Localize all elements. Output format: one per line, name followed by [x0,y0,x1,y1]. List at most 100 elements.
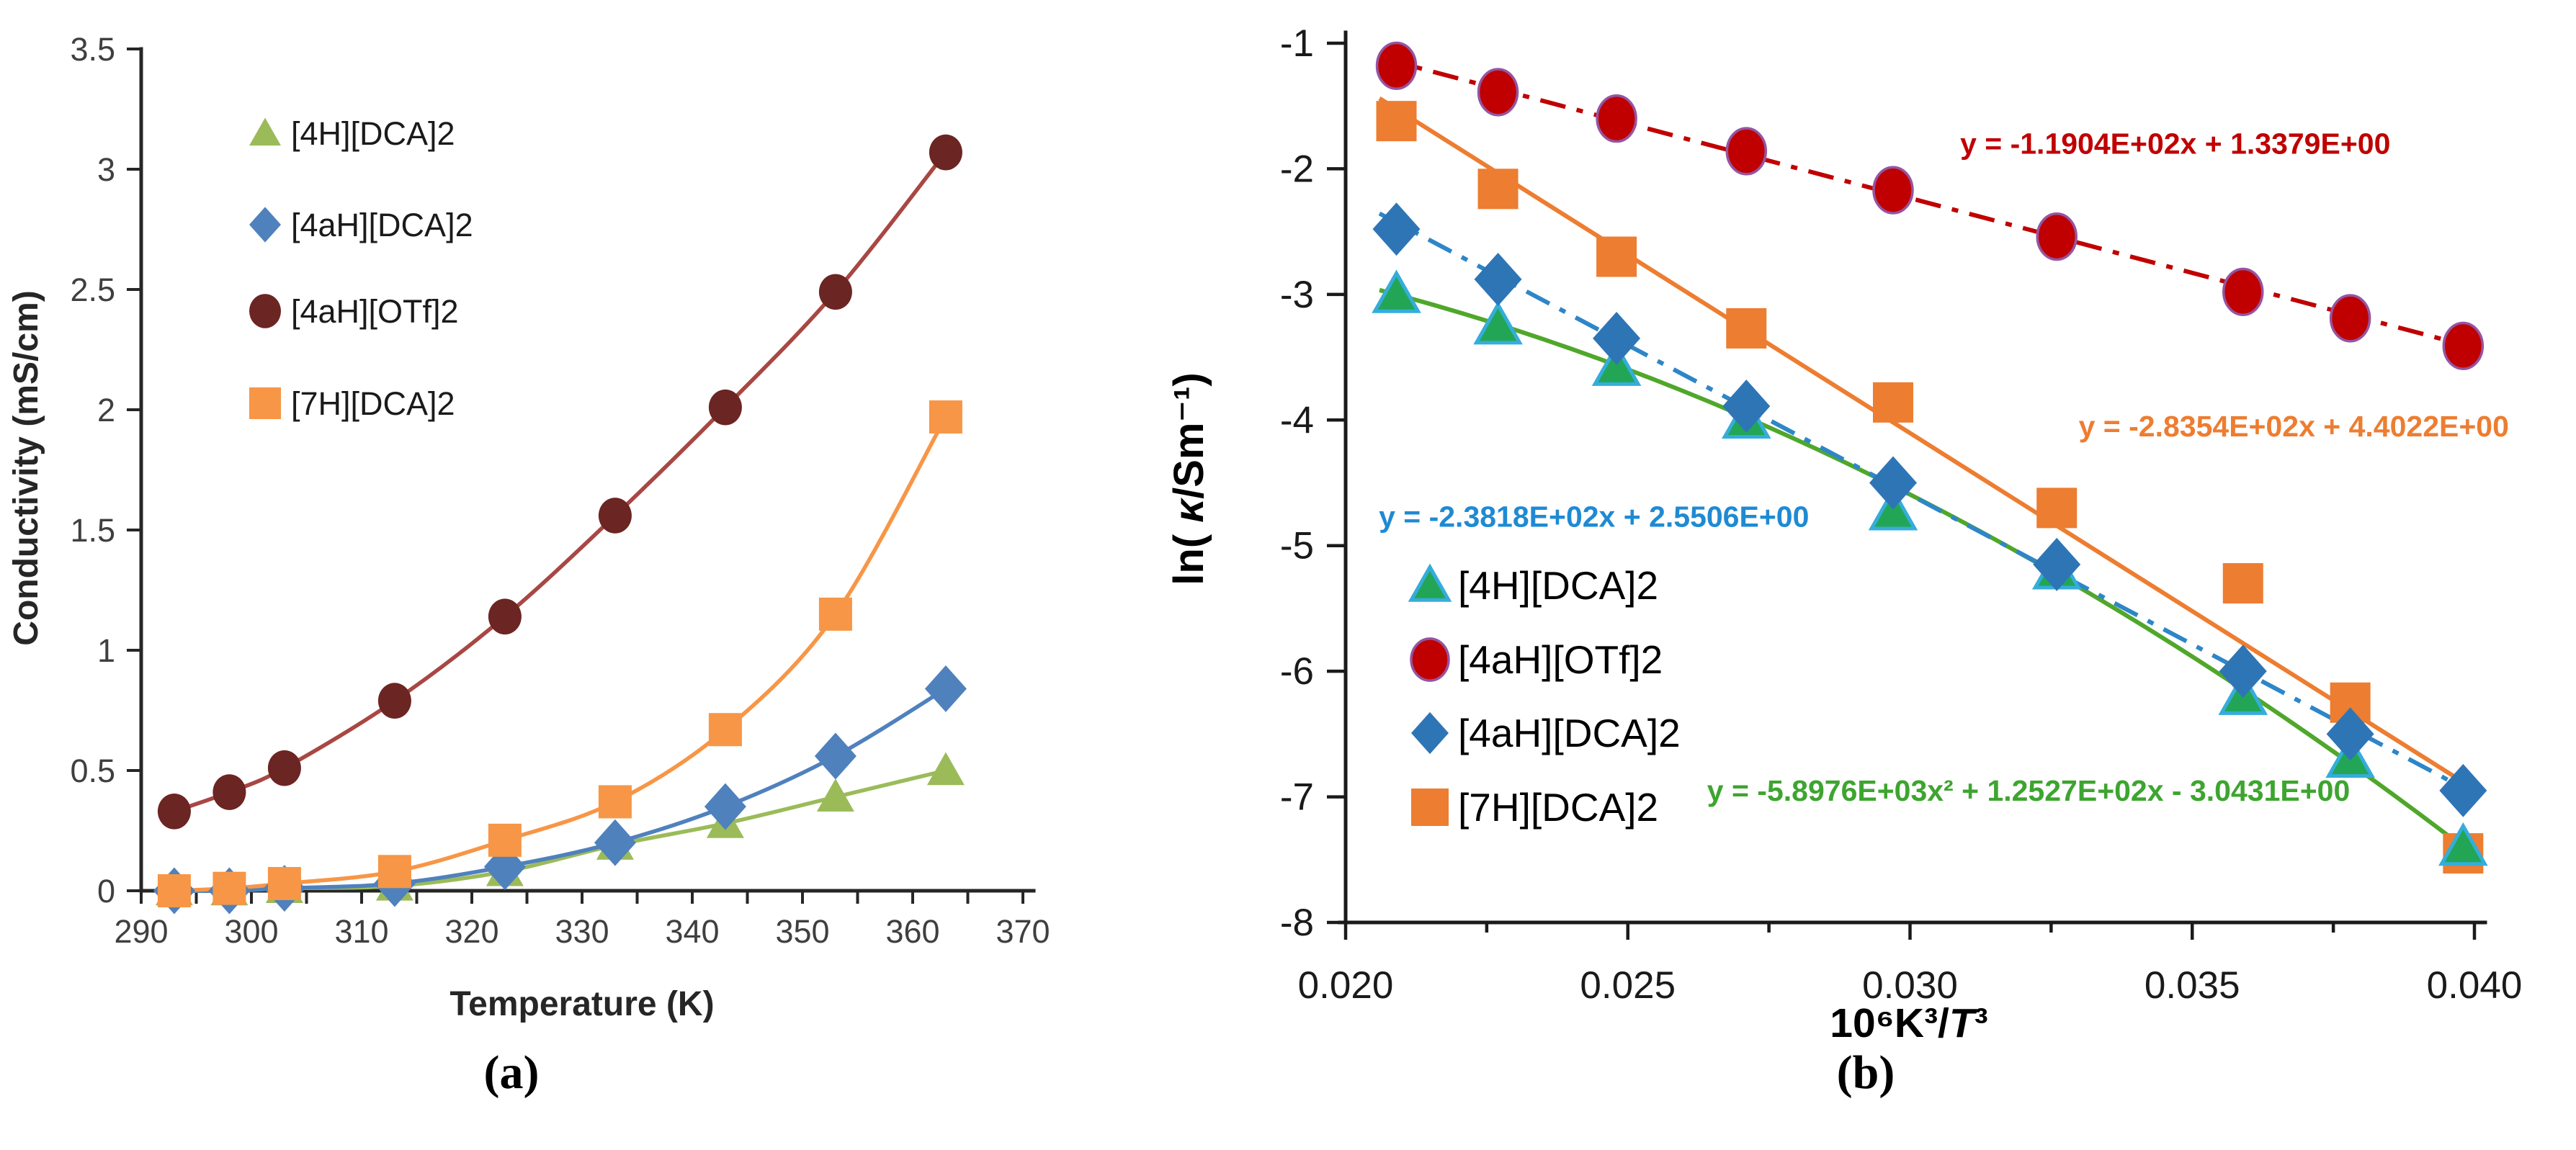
data-point [213,774,246,810]
y-tick-label: -2 [1280,148,1314,190]
tick-marks [1327,41,2477,940]
data-point [1372,202,1421,256]
legend-marker-square [1411,789,1449,826]
trend-equation-label: y = -2.3818E+02x + 2.5506E+00 [1379,500,1809,534]
tick-labels: 290 300 310 320 330 340 350 360 370 0 0.5 1 1.5 2 2.5 3… [70,31,1050,950]
chart-a-conductivity-vs-temperature: 290 300 310 320 330 340 350 360 370 0 0.5 1 1.5 2 2.5 3… [7,31,1050,1023]
legend-marker-diamond [249,207,281,243]
y-axis-label: ln( κ/Sm⁻¹) [1166,372,1212,585]
data-point [1726,307,1767,349]
legend-item-[4aH][OTf]2: [4aH][OTf]2 [1410,637,1663,682]
data-point [1869,456,1917,510]
equation-[4aH][OTf]2: y = -1.1904E+02x + 1.3379E+00 [1960,127,2390,161]
data-point [1868,487,1918,531]
data-point [1473,301,1523,345]
y-tick-label: -6 [1280,650,1314,693]
data-point [213,871,246,905]
data-point [2036,212,2078,261]
data-point [814,732,857,780]
x-tick-label: 310 [334,913,388,950]
y-tick-label: 2 [97,392,115,428]
data-point [1593,311,1641,365]
y-axis-title: Conductivity (mS/cm) [7,290,45,645]
data-point [157,793,191,830]
legend-label: [4aH][OTf]2 [291,293,459,330]
y-axis-title: ln( κ/Sm⁻¹) [1166,372,1212,585]
legend-item-[4H][DCA]2: [4H][DCA]2 [249,115,455,152]
x-tick-label: 360 [885,913,939,950]
data-point [377,683,411,719]
data-point [1372,269,1421,313]
tick-marks [127,48,1024,904]
legend-item-[4aH][DCA]2: [4aH][DCA]2 [249,207,473,243]
y-tick-label: -5 [1280,525,1314,567]
y-tick-label: 1 [97,632,115,669]
data-point [1725,127,1768,176]
y-tick-label: -7 [1280,776,1314,819]
trendline-[7H][DCA]2 [1378,96,2476,791]
data-point [598,498,632,534]
legend-label: [7H][DCA]2 [291,385,455,422]
data-point [2326,707,2374,761]
legend-label: [7H][DCA]2 [1458,785,1658,830]
data-point [818,597,852,631]
x-tick-label: 300 [224,913,278,950]
legend: [4H][DCA]2 [4aH][OTf]2 [4aH][DCA]2 [7H][DCA… [1408,563,1681,830]
equation-[7H][DCA]2: y = -2.8354E+02x + 4.4022E+00 [2079,410,2509,443]
y-tick-label: 0 [97,873,115,909]
series-line-[4aH][OTf]2 [173,151,948,814]
x-tick-label: 0.025 [1580,964,1676,1007]
series-markers-[4aH][OTf]2 [157,134,962,830]
data-point [929,134,962,171]
data-point [1722,379,1771,434]
series-markers-[7H][DCA]2 [157,400,962,907]
x-axis-title: 10⁶K³/T³ [1830,1000,1987,1046]
legend-label: [4aH][DCA]2 [291,207,473,243]
data-point [2329,294,2371,343]
legend-item-[7H][DCA]2: [7H][DCA]2 [1411,785,1658,830]
data-point [924,665,967,712]
data-point [816,778,854,812]
data-point [267,750,301,786]
caption-panel-a: (a) [483,1046,540,1099]
data-point [2033,537,2081,591]
data-point [708,713,742,747]
legend-item-[4H][DCA]2: [4H][DCA]2 [1408,563,1658,608]
trendline-[4aH][DCA]2 [1378,211,2476,796]
x-tick-label: 320 [444,913,498,950]
data-point [157,874,191,907]
y-tick-label: 2.5 [70,271,115,308]
x-tick-label: 370 [996,913,1050,950]
data-point [1872,382,1913,423]
legend-marker-square [249,387,281,419]
series-line-[7H][DCA]2 [174,415,948,893]
data-point [818,274,852,310]
data-point [1376,101,1417,142]
x-tick-label: 0.030 [1862,964,1958,1007]
data-point [2438,822,2488,866]
x-tick-label: 290 [114,913,168,950]
data-point [594,819,636,866]
legend-label: [4H][DCA]2 [291,115,455,152]
series-markers-[7H][DCA]2 [1376,101,2484,874]
data-point [1477,169,1519,210]
data-point [1596,94,1637,143]
x-tick-label: 350 [775,913,829,950]
data-point [2036,488,2078,529]
series-markers-[4aH][OTf]2 [1375,41,2485,370]
data-point [708,389,742,426]
data-point [1375,41,1418,91]
y-tick-label: -8 [1280,902,1314,944]
legend-item-[4aH][OTf]2: [4aH][OTf]2 [249,293,459,330]
data-point [1474,252,1522,306]
x-axis-label: Temperature (K) [450,985,714,1023]
y-tick-label: 3 [97,151,115,188]
x-tick-label: 0.020 [1298,964,1394,1007]
data-point [2442,321,2485,370]
equation-[4aH][DCA]2: y = -2.3818E+02x + 2.5506E+00 [1379,500,1809,534]
data-point [488,823,522,857]
trend-equation-label: y = -5.8976E+03x² + 1.2527E+02x - 3.0431… [1707,774,2351,807]
data-point [2222,563,2263,604]
legend-item-[4aH][DCA]2: [4aH][DCA]2 [1411,711,1681,755]
